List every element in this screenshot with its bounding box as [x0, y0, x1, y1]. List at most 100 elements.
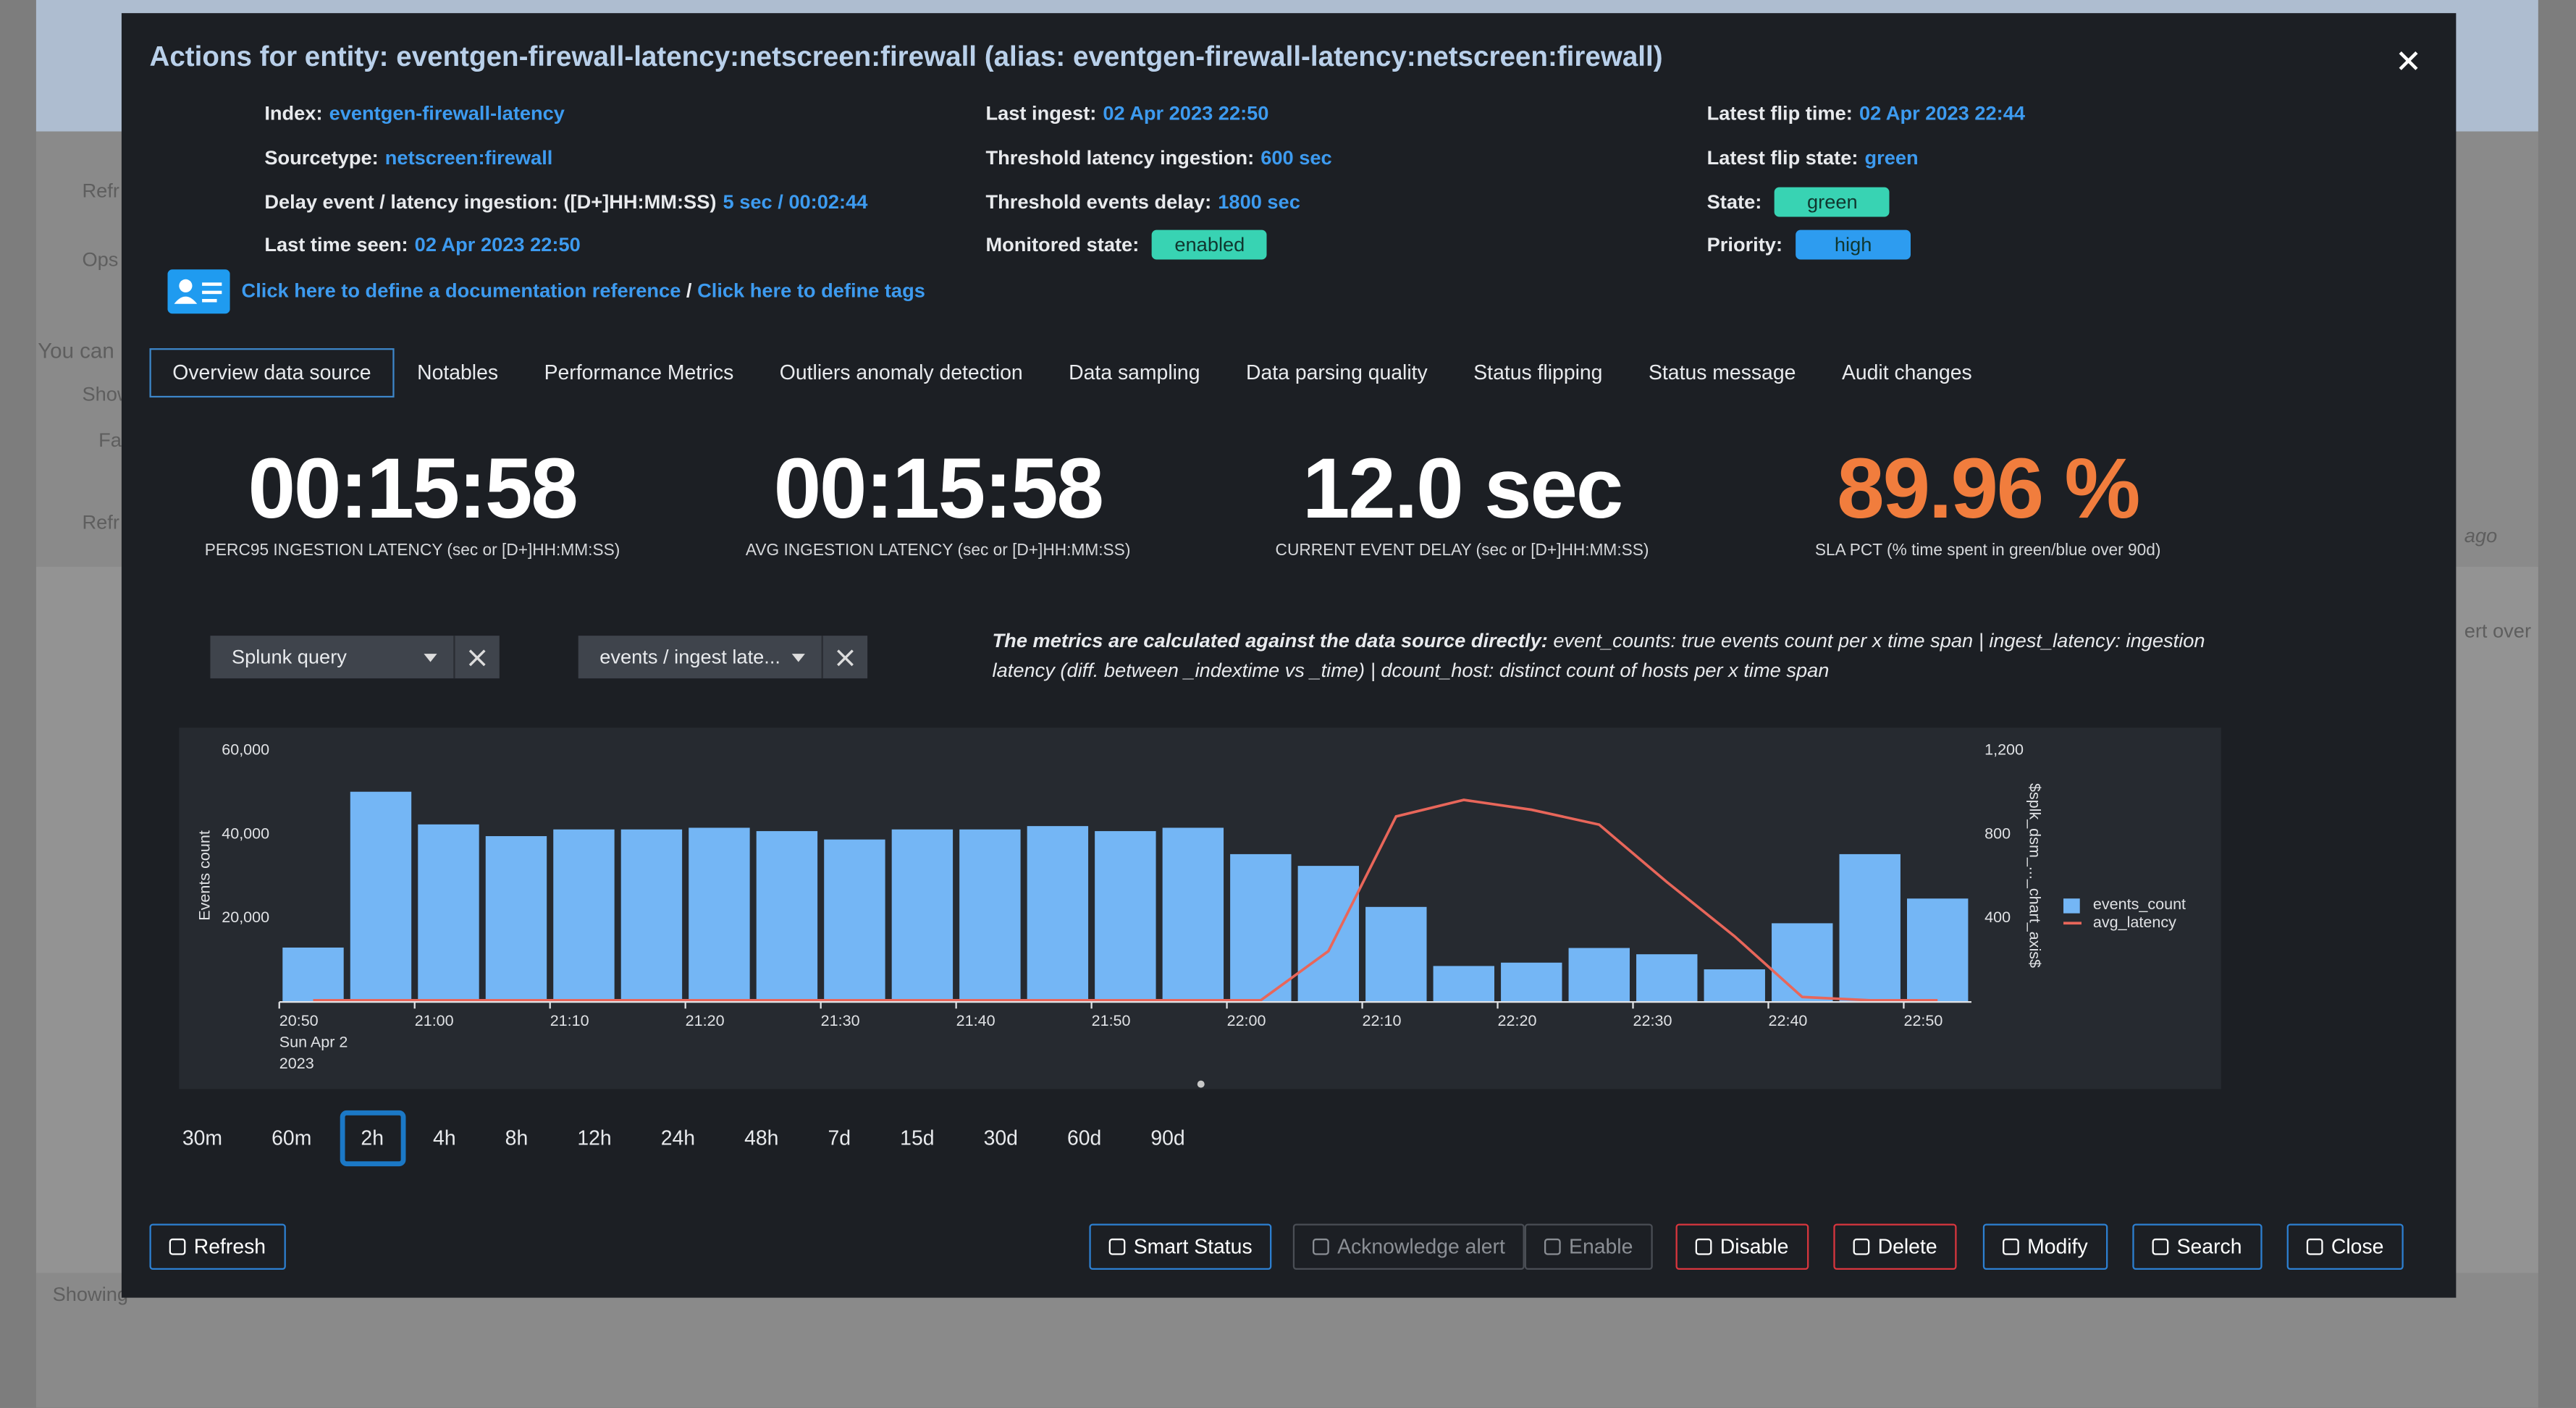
tags-link[interactable]: Click here to define tags [697, 279, 925, 303]
bar [1230, 853, 1292, 1003]
kpi-value: 12.0 sec [1302, 442, 1623, 538]
dropdown-arrow [424, 654, 437, 668]
modal: Actions for entity: eventgen-firewall-la… [121, 13, 2457, 1298]
time-range-button[interactable]: 30d [983, 1126, 1018, 1150]
time-range-button[interactable]: 2h [339, 1110, 405, 1167]
bar [1636, 954, 1698, 1003]
tab[interactable]: Audit changes [1841, 361, 1972, 384]
time-range-button[interactable]: 24h [660, 1126, 696, 1150]
time-range-button[interactable]: 48h [744, 1126, 779, 1150]
tab[interactable]: Performance Metrics [544, 361, 734, 384]
y2-tick-label: 1,200 [1984, 741, 2024, 759]
filter-clear[interactable] [823, 636, 867, 678]
bar [1907, 898, 1969, 1003]
x-tick-label: 22:00 [1227, 1011, 1266, 1029]
tab[interactable]: Status message [1649, 361, 1796, 384]
bar [1568, 948, 1630, 1003]
time-range-button[interactable]: 30m [182, 1126, 223, 1150]
action-button[interactable]: Close [2286, 1223, 2404, 1270]
button-label: Disable [1720, 1235, 1789, 1259]
close-icon[interactable] [2397, 49, 2420, 72]
action-button[interactable]: Enable [1524, 1223, 1653, 1270]
time-range-button[interactable]: 60m [272, 1126, 312, 1150]
kpi-value: 00:15:58 [773, 442, 1104, 538]
kpi-label: CURRENT EVENT DELAY (sec or [D+]HH:MM:SS… [1275, 541, 1649, 560]
bar [1162, 827, 1224, 1003]
doc-link[interactable]: Click here to define a documentation ref… [241, 279, 681, 303]
y-tick-label: 40,000 [222, 824, 269, 842]
info-value: 02 Apr 2023 22:44 [1859, 102, 2026, 126]
filter-label: Splunk query [210, 636, 455, 679]
x-tick-label: 21:50 [1092, 1011, 1131, 1029]
action-button[interactable]: Modify [1982, 1223, 2108, 1270]
button-icon [2152, 1238, 2169, 1255]
info-value: 5 sec / 00:02:44 [723, 190, 868, 214]
separator: / [686, 279, 692, 303]
bar [1772, 923, 1833, 1003]
action-button[interactable]: Smart Status [1089, 1223, 1272, 1270]
tab[interactable]: Data parsing quality [1246, 361, 1428, 384]
info-value: 1800 sec [1218, 190, 1300, 214]
filter-clear[interactable] [455, 636, 500, 678]
info-row: Latest flip state: green [1707, 136, 2025, 180]
bar [350, 791, 412, 1003]
filter-dropdown[interactable]: events / ingest late... [578, 636, 868, 679]
bar [1433, 966, 1495, 1003]
description-bold: The metrics are calculated against the d… [992, 629, 1548, 652]
time-range-button[interactable]: 90d [1150, 1126, 1185, 1150]
info-label: State: [1706, 190, 1762, 214]
info-row: Threshold events delay: 1800 sec [985, 180, 1331, 224]
bg-text: Refr [82, 179, 119, 203]
y-axis-label: Events count [195, 830, 213, 921]
bar [959, 829, 1021, 1003]
legend-swatch [2063, 898, 2080, 914]
bar [1839, 853, 1901, 1003]
dropdown-arrow [791, 654, 805, 668]
info-row: Last time seen: 02 Apr 2023 22:50 [264, 224, 867, 268]
info-column: Last ingest: 02 Apr 2023 22:50 Threshold l… [985, 92, 1332, 267]
kpi: 00:15:58 AVG INGESTION LATENCY (sec or [D… [667, 444, 1209, 560]
x-date-label: Sun Apr 2 [279, 1033, 348, 1051]
tab[interactable]: Status flipping [1473, 361, 1603, 384]
time-range-button[interactable]: 15d [900, 1126, 935, 1150]
clear-icon [468, 649, 486, 667]
doc-icon [167, 269, 230, 314]
bar [282, 947, 344, 1003]
info-column: Index: eventgen-firewall-latency Sourcetyp… [264, 92, 867, 267]
tab[interactable]: Overview data source [149, 348, 395, 398]
info-value: netscreen:firewall [384, 146, 553, 169]
button-label: Search [2176, 1235, 2242, 1259]
action-button[interactable]: Acknowledge alert [1292, 1223, 1525, 1270]
info-column: Latest flip time: 02 Apr 2023 22:44 Latest… [1707, 92, 2025, 267]
info-label: Last time seen: [264, 234, 408, 257]
info-value: green [1775, 187, 1890, 216]
info-row: State: green [1707, 180, 2025, 224]
bar [756, 831, 818, 1003]
filter-dropdown[interactable]: Splunk query [210, 636, 500, 679]
bg-text: ago [2464, 523, 2498, 547]
button-label: Modify [2027, 1235, 2088, 1259]
action-button[interactable]: Disable [1675, 1223, 1809, 1270]
filter-label: events / ingest late... [578, 636, 823, 679]
time-range-button[interactable]: 8h [505, 1126, 529, 1150]
kpi-value: 00:15:58 [248, 442, 578, 538]
time-range-button[interactable]: 12h [577, 1126, 612, 1150]
bar [1095, 831, 1156, 1003]
tab[interactable]: Outliers anomaly detection [779, 361, 1023, 384]
x-tick-label: 22:50 [1903, 1011, 1942, 1029]
bar [1501, 962, 1562, 1003]
time-range-button[interactable]: 7d [828, 1126, 851, 1150]
action-button[interactable]: Search [2132, 1223, 2262, 1270]
button-label: Delete [1877, 1235, 1937, 1259]
tab[interactable]: Data sampling [1069, 361, 1200, 384]
x-tick-label: 21:30 [821, 1011, 860, 1029]
action-button[interactable]: Delete [1833, 1223, 1957, 1270]
tab[interactable]: Notables [417, 361, 499, 384]
info-label: Threshold latency ingestion: [985, 146, 1255, 169]
time-range-button[interactable]: 60d [1066, 1126, 1102, 1150]
button-label: Refresh [193, 1235, 266, 1259]
action-button[interactable]: Refresh [149, 1223, 286, 1270]
time-range-button[interactable]: 4h [433, 1126, 456, 1150]
